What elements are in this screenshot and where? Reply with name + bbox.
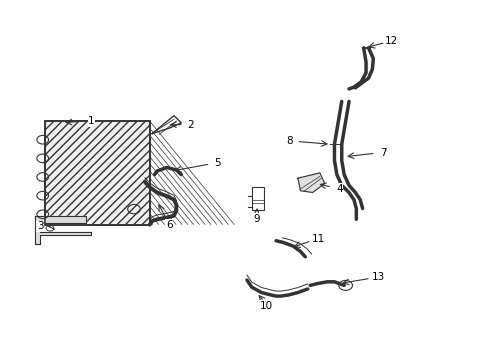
- Circle shape: [46, 225, 54, 231]
- Text: 10: 10: [259, 301, 272, 311]
- Text: 6: 6: [165, 220, 172, 230]
- Text: 8: 8: [286, 136, 292, 146]
- Text: 11: 11: [311, 234, 325, 244]
- Polygon shape: [35, 216, 91, 244]
- Bar: [251, 187, 264, 210]
- Text: 13: 13: [371, 272, 384, 282]
- Text: 9: 9: [253, 213, 260, 224]
- Text: 2: 2: [187, 120, 194, 130]
- Text: 5: 5: [214, 158, 221, 168]
- Text: 12: 12: [384, 36, 397, 46]
- Text: 1: 1: [88, 116, 95, 126]
- Bar: [45, 121, 149, 225]
- Polygon shape: [297, 173, 324, 193]
- Text: 7: 7: [379, 148, 386, 158]
- Text: 4: 4: [335, 184, 342, 194]
- Text: 3: 3: [37, 221, 43, 231]
- Bar: [45, 121, 149, 225]
